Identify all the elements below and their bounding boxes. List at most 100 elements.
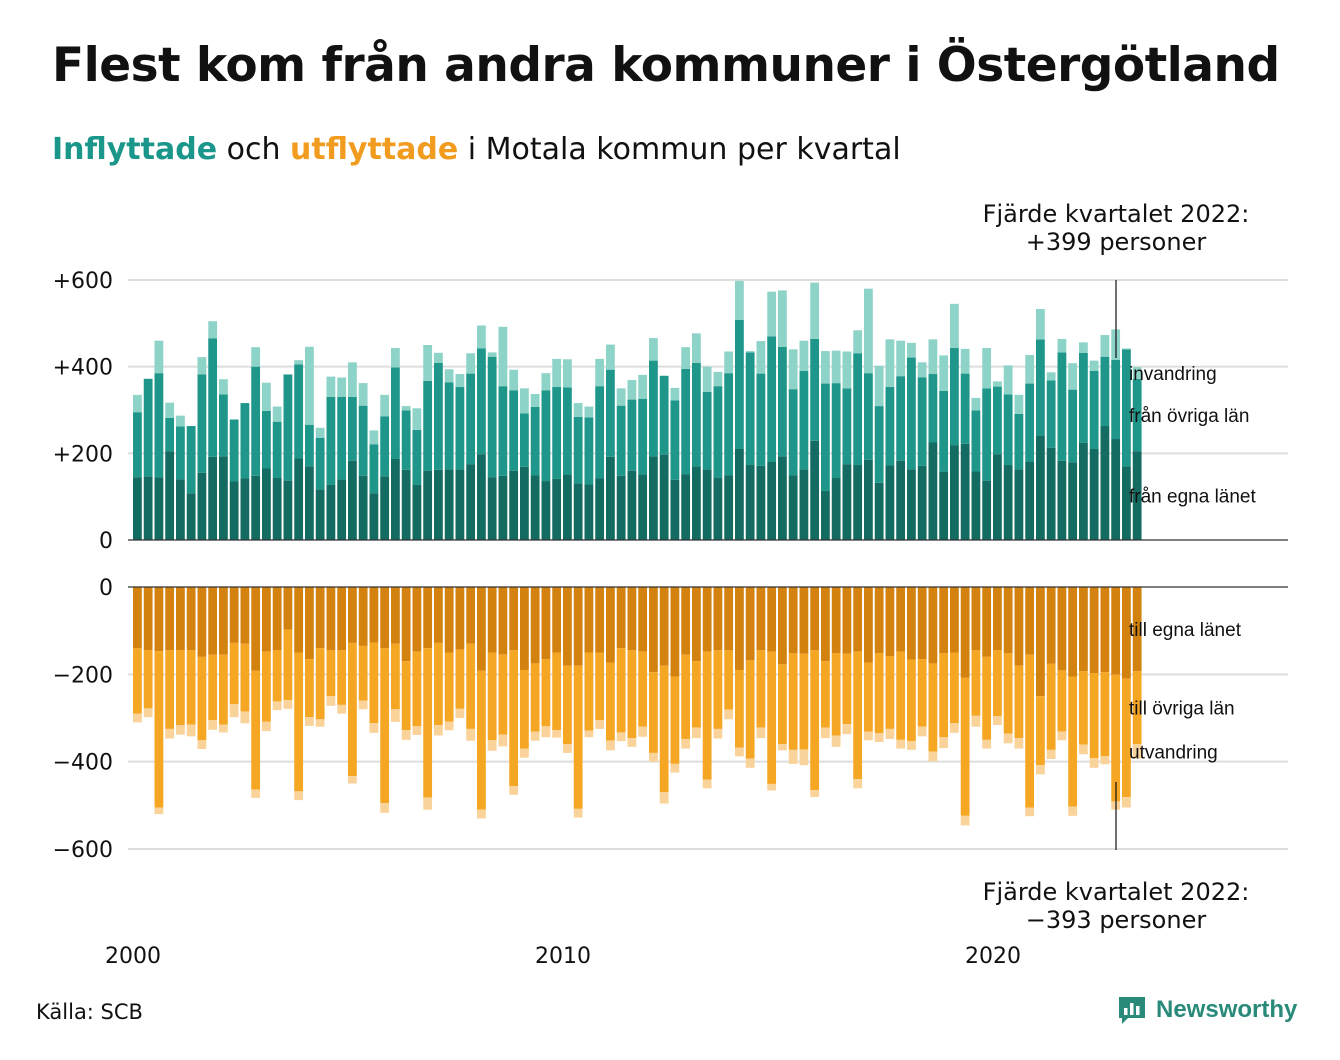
outflow-bar-segment (412, 587, 422, 652)
inflow-bar-segment (713, 478, 723, 540)
inflow-bar-segment (788, 349, 798, 390)
inflow-bar-segment (391, 367, 400, 459)
inflow-bar-segment (874, 406, 884, 483)
inflow-bar-segment (756, 341, 766, 374)
inflow-bar-segment (272, 421, 282, 479)
outflow-bar-segment (993, 650, 1002, 717)
outflow-bar-segment (788, 749, 798, 764)
inflow-bar-segment (788, 475, 798, 540)
series-labels: från egna länet från övriga län invandring… (1129, 364, 1256, 763)
outflow-series-label: till egna länet (1129, 620, 1242, 641)
annotation-top-line2: +399 personer (1026, 228, 1207, 256)
outflow-bar-segment (165, 587, 175, 651)
inflow-bar-segment (885, 339, 895, 388)
outflow-bars (133, 587, 1142, 826)
inflow-bar-segment (649, 338, 658, 361)
outflow-bar-segment (756, 587, 766, 651)
outflow-bar-segment (563, 744, 572, 753)
outflow-bar-segment (251, 587, 261, 671)
outflow-bar-segment (229, 704, 239, 718)
inflow-bar-segment (993, 454, 1002, 540)
inflow-bar-segment (498, 475, 508, 540)
inflow-bar-segment (143, 476, 153, 540)
outflow-bar-segment (455, 649, 465, 709)
outflow-bar-segment (1122, 587, 1131, 679)
inflow-bar-segment (294, 458, 304, 540)
inflow-bar-segment (831, 478, 841, 540)
outflow-bar-segment (154, 807, 164, 815)
inflow-bar-segment (1025, 354, 1035, 384)
inflow-bar-segment (1014, 413, 1024, 470)
outflow-bar-segment (896, 587, 906, 652)
outflow-bar-segment (971, 650, 981, 716)
outflow-bar-segment (401, 661, 411, 731)
inflow-bar-segment (874, 365, 884, 407)
inflow-bar-segment (434, 362, 443, 470)
inflow-bar-segment (176, 479, 185, 540)
outflow-bar-segment (659, 587, 669, 666)
inflow-bar-segment (369, 493, 379, 540)
inflow-bar-segment (681, 368, 691, 475)
outflow-bar-segment (380, 648, 390, 804)
inflow-bar-segment (1003, 394, 1013, 466)
outflow-bar-segment (917, 659, 927, 727)
inflow-bar-segment (681, 347, 691, 369)
inflow-bar-segment (423, 380, 433, 471)
inflow-bar-segment (821, 383, 830, 492)
outflow-bar-segment (724, 650, 734, 710)
outflow-bar-segment (573, 665, 583, 809)
outflow-bar-segment (1003, 587, 1013, 654)
inflow-bar-segment (208, 321, 218, 339)
inflow-bar-segment (971, 471, 981, 540)
outflow-bar-segment (165, 650, 175, 729)
outflow-bar-segment (853, 587, 863, 652)
inflow-bar-segment (842, 388, 852, 465)
outflow-bar-segment (584, 730, 594, 738)
inflow-bar-segment (1079, 352, 1088, 443)
inflow-bar-segment (821, 351, 830, 384)
outflow-bar-segment (509, 786, 519, 795)
axis-lines (128, 539, 1288, 588)
outflow-bar-segment (853, 779, 863, 789)
outflow-bar-segment (778, 664, 787, 745)
inflow-series-label: invandring (1129, 364, 1217, 385)
outflow-bar-segment (778, 587, 787, 665)
outflow-bar-segment (358, 645, 368, 701)
outflow-bar-segment (283, 587, 293, 630)
outflow-bar-segment (326, 650, 336, 697)
outflow-bar-segment (724, 587, 734, 651)
outflow-bar-segment (606, 587, 615, 663)
outflow-bar-segment (498, 587, 508, 655)
outflow-bar-segment (315, 648, 325, 720)
outflow-bar-segment (186, 724, 196, 737)
outflow-bar-segment (745, 660, 755, 759)
outflow-bar-segment (960, 587, 970, 678)
inflow-bar-segment (595, 358, 605, 387)
outflow-bar-segment (133, 713, 142, 723)
outflow-bar-segment (907, 587, 916, 660)
inflow-bar-segment (1100, 426, 1110, 540)
inflow-bar-segment (584, 417, 594, 485)
inflow-bar-segment (434, 469, 443, 540)
inflow-bar-segment (971, 410, 981, 472)
outflow-bar-segment (681, 654, 691, 739)
inflow-bar-segment (401, 406, 411, 411)
inflow-bar-segment (197, 357, 207, 375)
outflow-bar-segment (885, 587, 895, 656)
outflow-bar-segment (358, 700, 368, 710)
inflow-bar-segment (649, 456, 658, 540)
outflow-bar-segment (294, 652, 304, 792)
inflow-bar-segment (369, 430, 379, 445)
outflow-bar-segment (874, 733, 884, 743)
inflow-bar-segment (466, 464, 476, 540)
outflow-bar-segment (530, 663, 540, 732)
inflow-bar-segment (907, 342, 916, 358)
brand-logo[interactable]: Newsworthy (1116, 994, 1297, 1026)
inflow-bar-segment (219, 379, 228, 395)
inflow-bar-segment (788, 389, 798, 476)
outflow-bar-segment (240, 643, 250, 712)
inflow-bar-segment (724, 475, 734, 540)
outflow-bar-segment (1068, 806, 1078, 816)
outflow-bar-segment (606, 740, 615, 751)
